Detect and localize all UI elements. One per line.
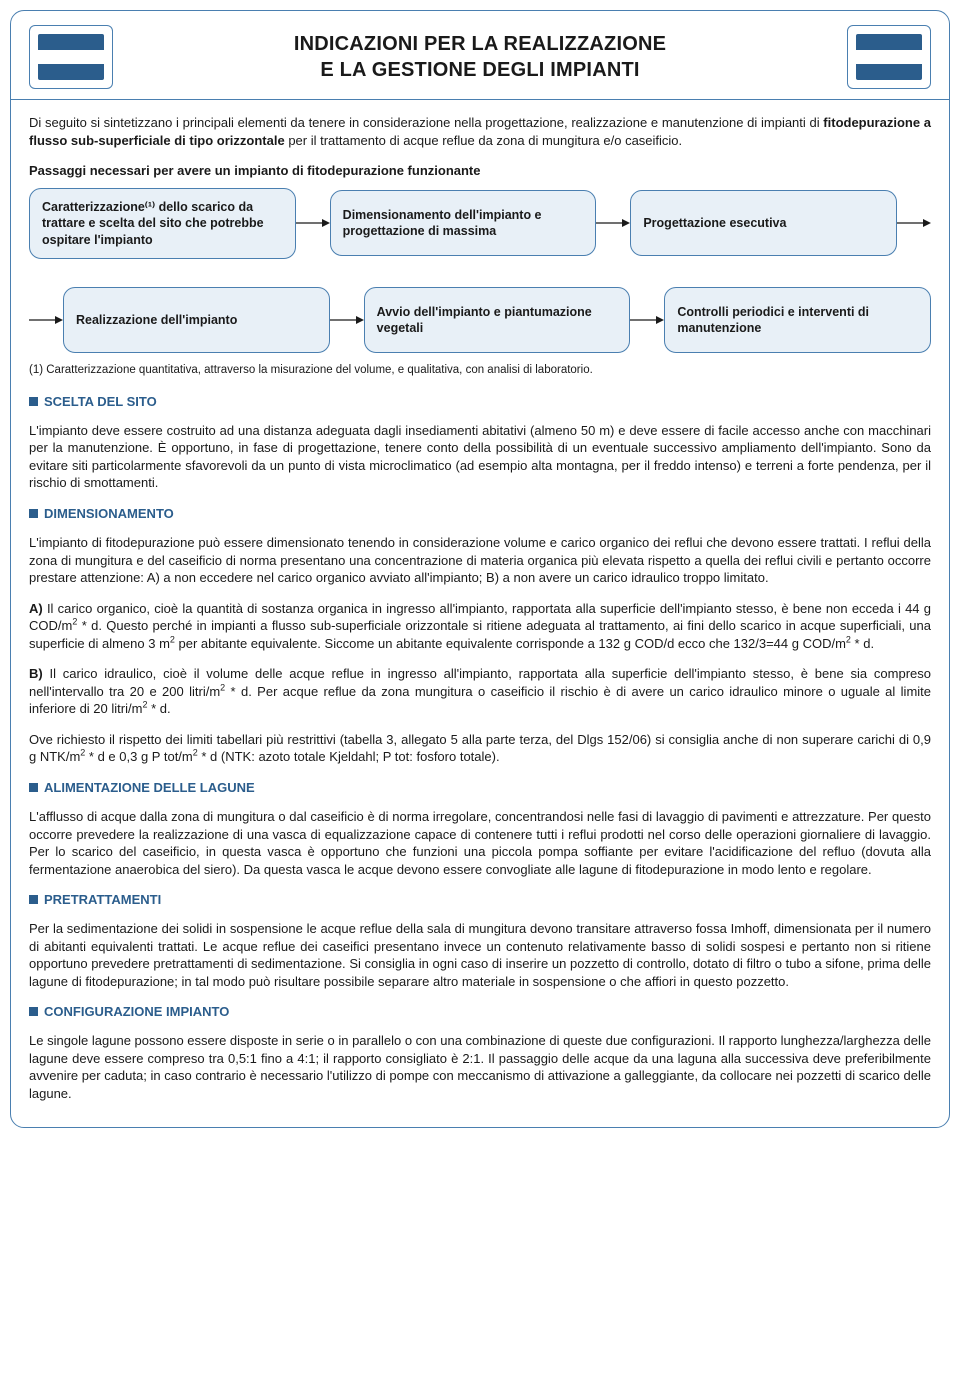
flow-node: Controlli periodici e interventi di manu… <box>664 287 931 353</box>
cow-logo-icon <box>38 34 104 80</box>
square-bullet-icon <box>29 1007 38 1016</box>
title-line-1: INDICAZIONI PER LA REALIZZAZIONE <box>294 33 666 55</box>
logo-right <box>847 25 931 89</box>
arrow-icon <box>330 314 364 326</box>
arrow-icon <box>296 217 330 229</box>
arrow-icon <box>596 217 630 229</box>
flow-node: Avvio dell'impianto e piantumazione vege… <box>364 287 631 353</box>
section-heading-text: CONFIGURAZIONE IMPIANTO <box>44 1004 229 1019</box>
flow-row: Caratterizzazione⁽¹⁾ dello scarico da tr… <box>29 188 931 259</box>
flow-node: Dimensionamento dell'impianto e progetta… <box>330 190 597 256</box>
footnote: (1) Caratterizzazione quantitativa, attr… <box>29 363 931 378</box>
flow-node: Realizzazione dell'impianto <box>63 287 330 353</box>
square-bullet-icon <box>29 397 38 406</box>
section-heading-text: DIMENSIONAMENTO <box>44 506 174 521</box>
section-heading-text: SCELTA DEL SITO <box>44 394 157 409</box>
cow-logo-icon <box>856 34 922 80</box>
section-paragraph: Le singole lagune possono essere dispost… <box>29 1032 931 1102</box>
square-bullet-icon <box>29 509 38 518</box>
section-paragraph: L'afflusso di acque dalla zona di mungit… <box>29 808 931 878</box>
section-heading: ALIMENTAZIONE DELLE LAGUNE <box>29 780 931 795</box>
section-paragraph: Per la sedimentazione dei solidi in sosp… <box>29 920 931 990</box>
section-heading: SCELTA DEL SITO <box>29 394 931 409</box>
header-row: INDICAZIONI PER LA REALIZZAZIONE E LA GE… <box>29 25 931 89</box>
arrow-icon <box>897 217 931 229</box>
page-container: INDICAZIONI PER LA REALIZZAZIONE E LA GE… <box>10 10 950 1128</box>
header-separator <box>11 99 949 100</box>
section-heading: PRETRATTAMENTI <box>29 892 931 907</box>
flow-title: Passaggi necessari per avere un impianto… <box>29 163 931 178</box>
arrow-icon <box>29 314 63 326</box>
intro-paragraph: Di seguito si sintetizzano i principali … <box>29 114 931 149</box>
section-heading: DIMENSIONAMENTO <box>29 506 931 521</box>
sections-container: SCELTA DEL SITO L'impianto deve essere co… <box>29 394 931 1103</box>
page-title: INDICAZIONI PER LA REALIZZAZIONE E LA GE… <box>125 31 835 83</box>
section-heading-text: PRETRATTAMENTI <box>44 892 161 907</box>
square-bullet-icon <box>29 895 38 904</box>
flowchart: Caratterizzazione⁽¹⁾ dello scarico da tr… <box>29 188 931 353</box>
square-bullet-icon <box>29 783 38 792</box>
section-paragraph: L'impianto di fitodepurazione può essere… <box>29 534 931 587</box>
flow-row: Realizzazione dell'impianto Avvio dell'im… <box>29 287 931 353</box>
logo-left <box>29 25 113 89</box>
section-paragraph: A) Il carico organico, cioè la quantità … <box>29 600 931 653</box>
title-line-2: E LA GESTIONE DEGLI IMPIANTI <box>320 59 639 81</box>
section-paragraph: L'impianto deve essere costruito ad una … <box>29 422 931 492</box>
flow-node: Caratterizzazione⁽¹⁾ dello scarico da tr… <box>29 188 296 259</box>
section-paragraph: B) Il carico idraulico, cioè il volume d… <box>29 665 931 718</box>
section-heading: CONFIGURAZIONE IMPIANTO <box>29 1004 931 1019</box>
section-paragraph: Ove richiesto il rispetto dei limiti tab… <box>29 731 931 766</box>
flow-node: Progettazione esecutiva <box>630 190 897 256</box>
section-heading-text: ALIMENTAZIONE DELLE LAGUNE <box>44 780 255 795</box>
arrow-icon <box>630 314 664 326</box>
title-block: INDICAZIONI PER LA REALIZZAZIONE E LA GE… <box>113 31 847 83</box>
